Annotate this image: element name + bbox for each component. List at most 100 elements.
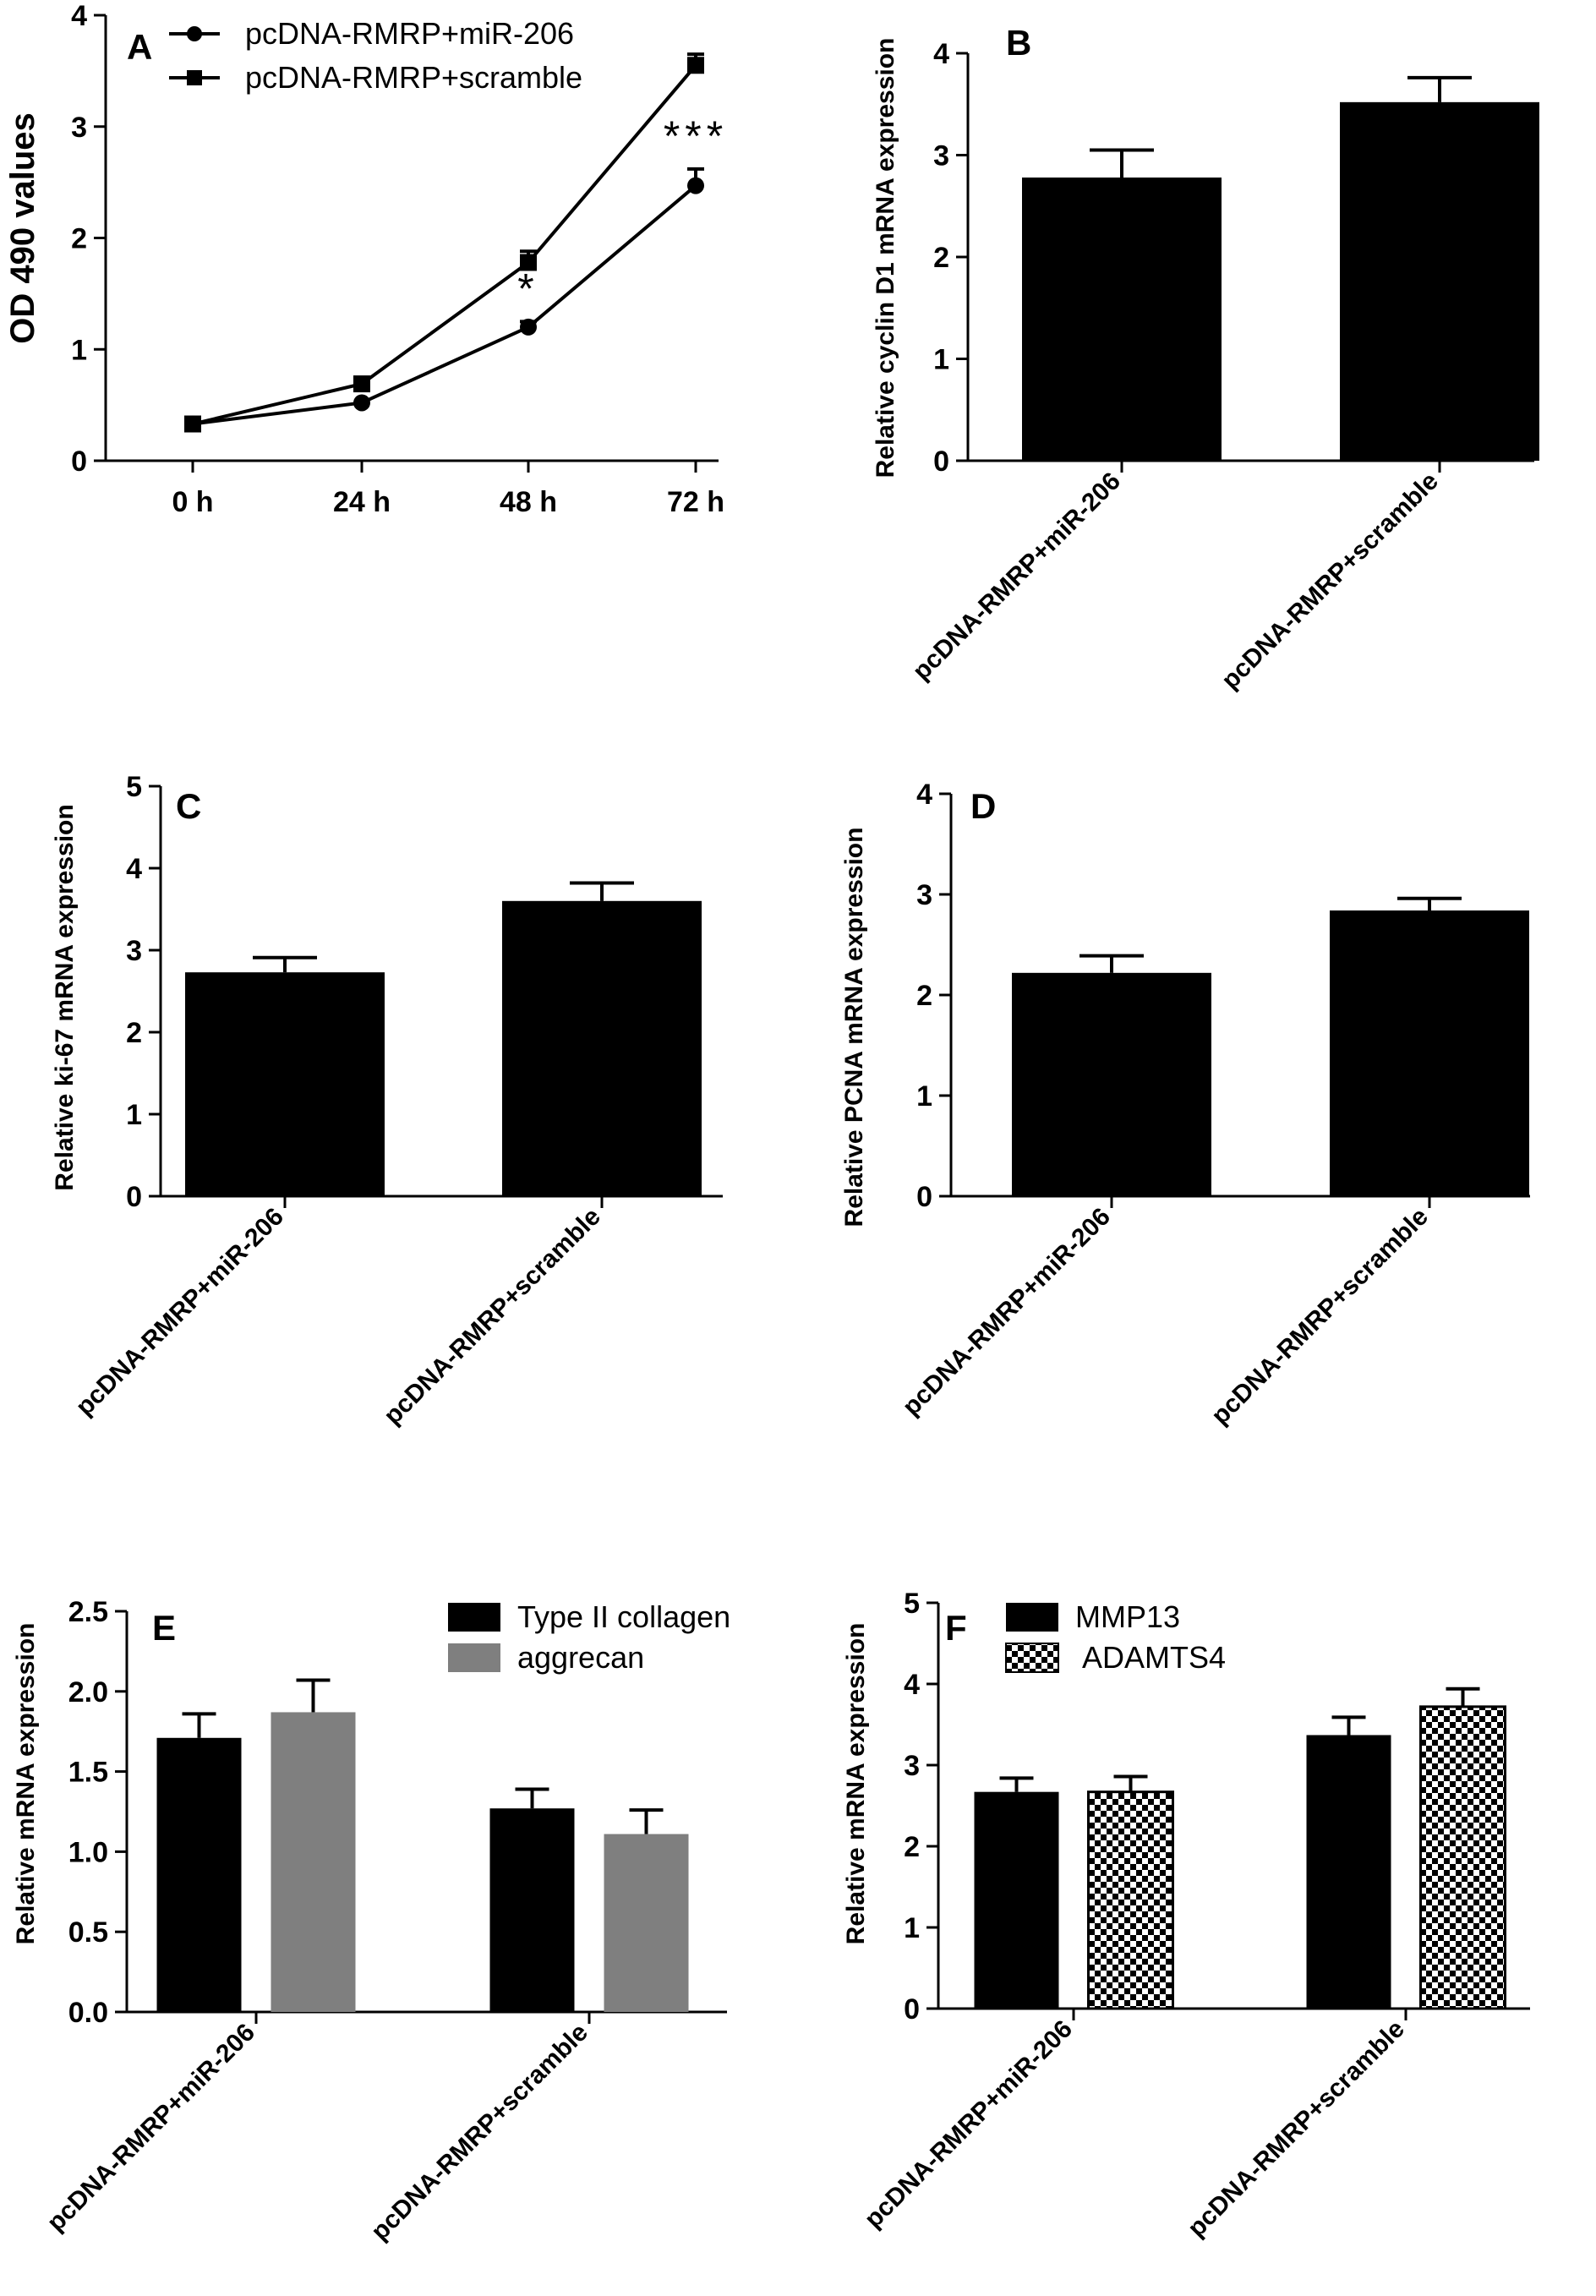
y-tick-label: 2 [126, 1017, 142, 1049]
legend-label-aggrecan: aggrecan [517, 1640, 644, 1675]
y-tick-label: 2 [904, 1831, 920, 1863]
y-tick-label: 4 [933, 38, 949, 70]
data-point-square [353, 375, 370, 393]
data-point-square [184, 415, 201, 433]
bar-pcdna-rmrp-scramble [1340, 101, 1539, 461]
x-tick-label-pcdna-rmrp-scramble: pcDNA-RMRP+scramble [379, 1203, 606, 1430]
legend-label-type-ii-collagen: Type II collagen [517, 1599, 730, 1634]
panel-f: F Relative mRNA expression MMP13 ADAMTS4… [842, 1588, 1530, 2243]
panel-d-ylabel: Relative PCNA mRNA expression [840, 828, 868, 1227]
bar-mmp13-pcdna-rmrp-scramble [1306, 1735, 1391, 2009]
panel-d-letter: D [970, 786, 996, 826]
legend-swatch-mmp13 [1006, 1603, 1058, 1632]
y-tick-label: 2 [71, 223, 87, 255]
panel-e: E Relative mRNA expression Type II colla… [12, 1596, 730, 2246]
panel-e-legend: Type II collagen aggrecan [448, 1599, 730, 1675]
y-tick-label: 4 [71, 0, 87, 32]
y-tick-label: 1.5 [68, 1757, 108, 1789]
bar-adamts4-pcdna-rmrp-scramble [1419, 1705, 1506, 2010]
y-tick-label: 0 [916, 1181, 932, 1213]
y-tick-label: 0 [126, 1181, 142, 1213]
panel-b-plot: 0 1 2 3 4 pcDNA-RMRP+miR-206 pcDNA-RMRP+scramb… [907, 38, 1539, 695]
y-tick-label: 3 [933, 140, 949, 172]
series-line-pcdna-rmrp-mir-206 [192, 184, 697, 426]
x-tick-label-pcdna-rmrp-mir-206: pcDNA-RMRP+miR-206 [41, 2019, 260, 2238]
significance-marker: *** [664, 112, 728, 160]
y-tick-label: 0.5 [68, 1916, 108, 1949]
legend-swatch-type-ii-collagen [448, 1603, 500, 1632]
legend-label-1: pcDNA-RMRP+miR-206 [245, 16, 574, 51]
panel-a-legend: pcDNA-RMRP+miR-206 pcDNA-RMRP+scramble [169, 16, 582, 95]
panel-e-ylabel: Relative mRNA expression [12, 1623, 40, 1945]
y-tick-label: 3 [904, 1750, 920, 1782]
y-tick-label: 1 [71, 334, 87, 366]
y-tick-label: 0 [933, 446, 949, 478]
data-point-square [520, 254, 537, 271]
panel-e-letter: E [152, 1608, 176, 1648]
y-tick-label: 0.0 [68, 1997, 108, 2029]
panel-b-letter: B [1006, 23, 1031, 63]
data-point-circle [353, 394, 370, 412]
y-tick-label: 1 [126, 1099, 142, 1131]
y-tick-label: 4 [904, 1669, 920, 1701]
bar-aggrecan-pcdna-rmrp-mir-206 [271, 1712, 356, 2012]
panel-f-legend: MMP13 ADAMTS4 [1005, 1599, 1226, 1675]
x-tick-label-72-h: 72 h [667, 486, 724, 518]
data-point-circle [687, 177, 704, 194]
bar-pcdna-rmrp-scramble [1330, 910, 1529, 1196]
panel-f-ylabel: Relative mRNA expression [842, 1623, 870, 1945]
legend-swatch-adamts4 [1005, 1643, 1059, 1673]
y-tick-label: 4 [916, 779, 932, 811]
significance-marker: * [517, 265, 538, 312]
panel-a: A OD 490 values pcDNA-RMRP+miR-206 pcDNA… [4, 0, 728, 518]
series-line-pcdna-rmrp-scramble [192, 63, 697, 426]
legend-label-2: pcDNA-RMRP+scramble [245, 60, 582, 95]
bar-aggrecan-pcdna-rmrp-scramble [604, 1834, 689, 2012]
y-tick-label: 4 [126, 853, 142, 885]
legend-label-mmp13: MMP13 [1075, 1599, 1180, 1634]
bar-mmp13-pcdna-rmrp-mir-206 [974, 1791, 1059, 2009]
y-tick-label: 3 [916, 879, 932, 911]
bar-pcdna-rmrp-scramble [502, 900, 702, 1196]
x-tick-label-pcdna-rmrp-mir-206: pcDNA-RMRP+miR-206 [897, 1203, 1116, 1422]
x-tick-label-pcdna-rmrp-scramble: pcDNA-RMRP+scramble [1183, 2015, 1410, 2243]
panel-c-letter: C [176, 786, 201, 826]
legend-circle-marker [187, 26, 202, 41]
data-point-square [687, 57, 704, 74]
panel-b-ylabel: Relative cyclin D1 mRNA expression [872, 38, 899, 478]
panel-f-letter: F [945, 1608, 967, 1648]
y-tick-label: 0 [904, 1993, 920, 2025]
x-tick-label-pcdna-rmrp-mir-206: pcDNA-RMRP+miR-206 [859, 2015, 1078, 2234]
y-tick-label: 2.5 [68, 1596, 108, 1628]
panel-c-ylabel: Relative ki-67 mRNA expression [51, 804, 79, 1190]
panel-c-plot: 0 1 2 3 4 5 pcDNA-RMRP+miR-206 pcDNA-RMRP+scram… [70, 771, 723, 1430]
panel-e-plot: 0.0 0.5 1.0 1.5 2.0 2.5 pcDNA-RMRP+miR-206 pcDN… [41, 1596, 727, 2246]
x-tick-label-0-h: 0 h [172, 486, 213, 518]
legend-square-marker [187, 70, 202, 85]
y-tick-label: 2 [933, 242, 949, 274]
x-tick-label-48-h: 48 h [500, 486, 557, 518]
bar-adamts4-pcdna-rmrp-mir-206 [1087, 1790, 1174, 2010]
y-tick-label: 5 [126, 771, 142, 803]
x-tick-label-pcdna-rmrp-scramble: pcDNA-RMRP+scramble [1216, 467, 1444, 695]
bar-pcdna-rmrp-mir-206 [1012, 972, 1211, 1196]
panel-d: D Relative PCNA mRNA expression 0 1 2 3 4 pcD… [840, 779, 1530, 1430]
bar-type-ii-collagen-pcdna-rmrp-scramble [489, 1808, 575, 2012]
panel-c: C Relative ki-67 mRNA expression 0 1 2 3 4 5 p… [51, 771, 723, 1430]
bar-pcdna-rmrp-mir-206 [185, 972, 385, 1196]
panel-b: B Relative cyclin D1 mRNA expression 0 1 2… [872, 23, 1539, 695]
x-tick-label-24-h: 24 h [333, 486, 391, 518]
y-tick-label: 1.0 [68, 1836, 108, 1868]
x-tick-label-pcdna-rmrp-mir-206: pcDNA-RMRP+miR-206 [70, 1203, 289, 1422]
y-tick-label: 3 [71, 112, 87, 144]
panel-d-plot: 0 1 2 3 4 pcDNA-RMRP+miR-206 pcDNA-RMRP+scramb… [897, 779, 1530, 1430]
y-tick-label: 3 [126, 935, 142, 967]
bar-pcdna-rmrp-mir-206 [1022, 178, 1222, 461]
y-tick-label: 0 [71, 446, 87, 478]
y-tick-label: 5 [904, 1588, 920, 1620]
data-point-circle [520, 318, 537, 336]
panel-a-ylabel: OD 490 values [4, 112, 41, 344]
x-tick-label-pcdna-rmrp-scramble: pcDNA-RMRP+scramble [1206, 1203, 1434, 1430]
x-tick-label-pcdna-rmrp-scramble: pcDNA-RMRP+scramble [366, 2019, 593, 2246]
